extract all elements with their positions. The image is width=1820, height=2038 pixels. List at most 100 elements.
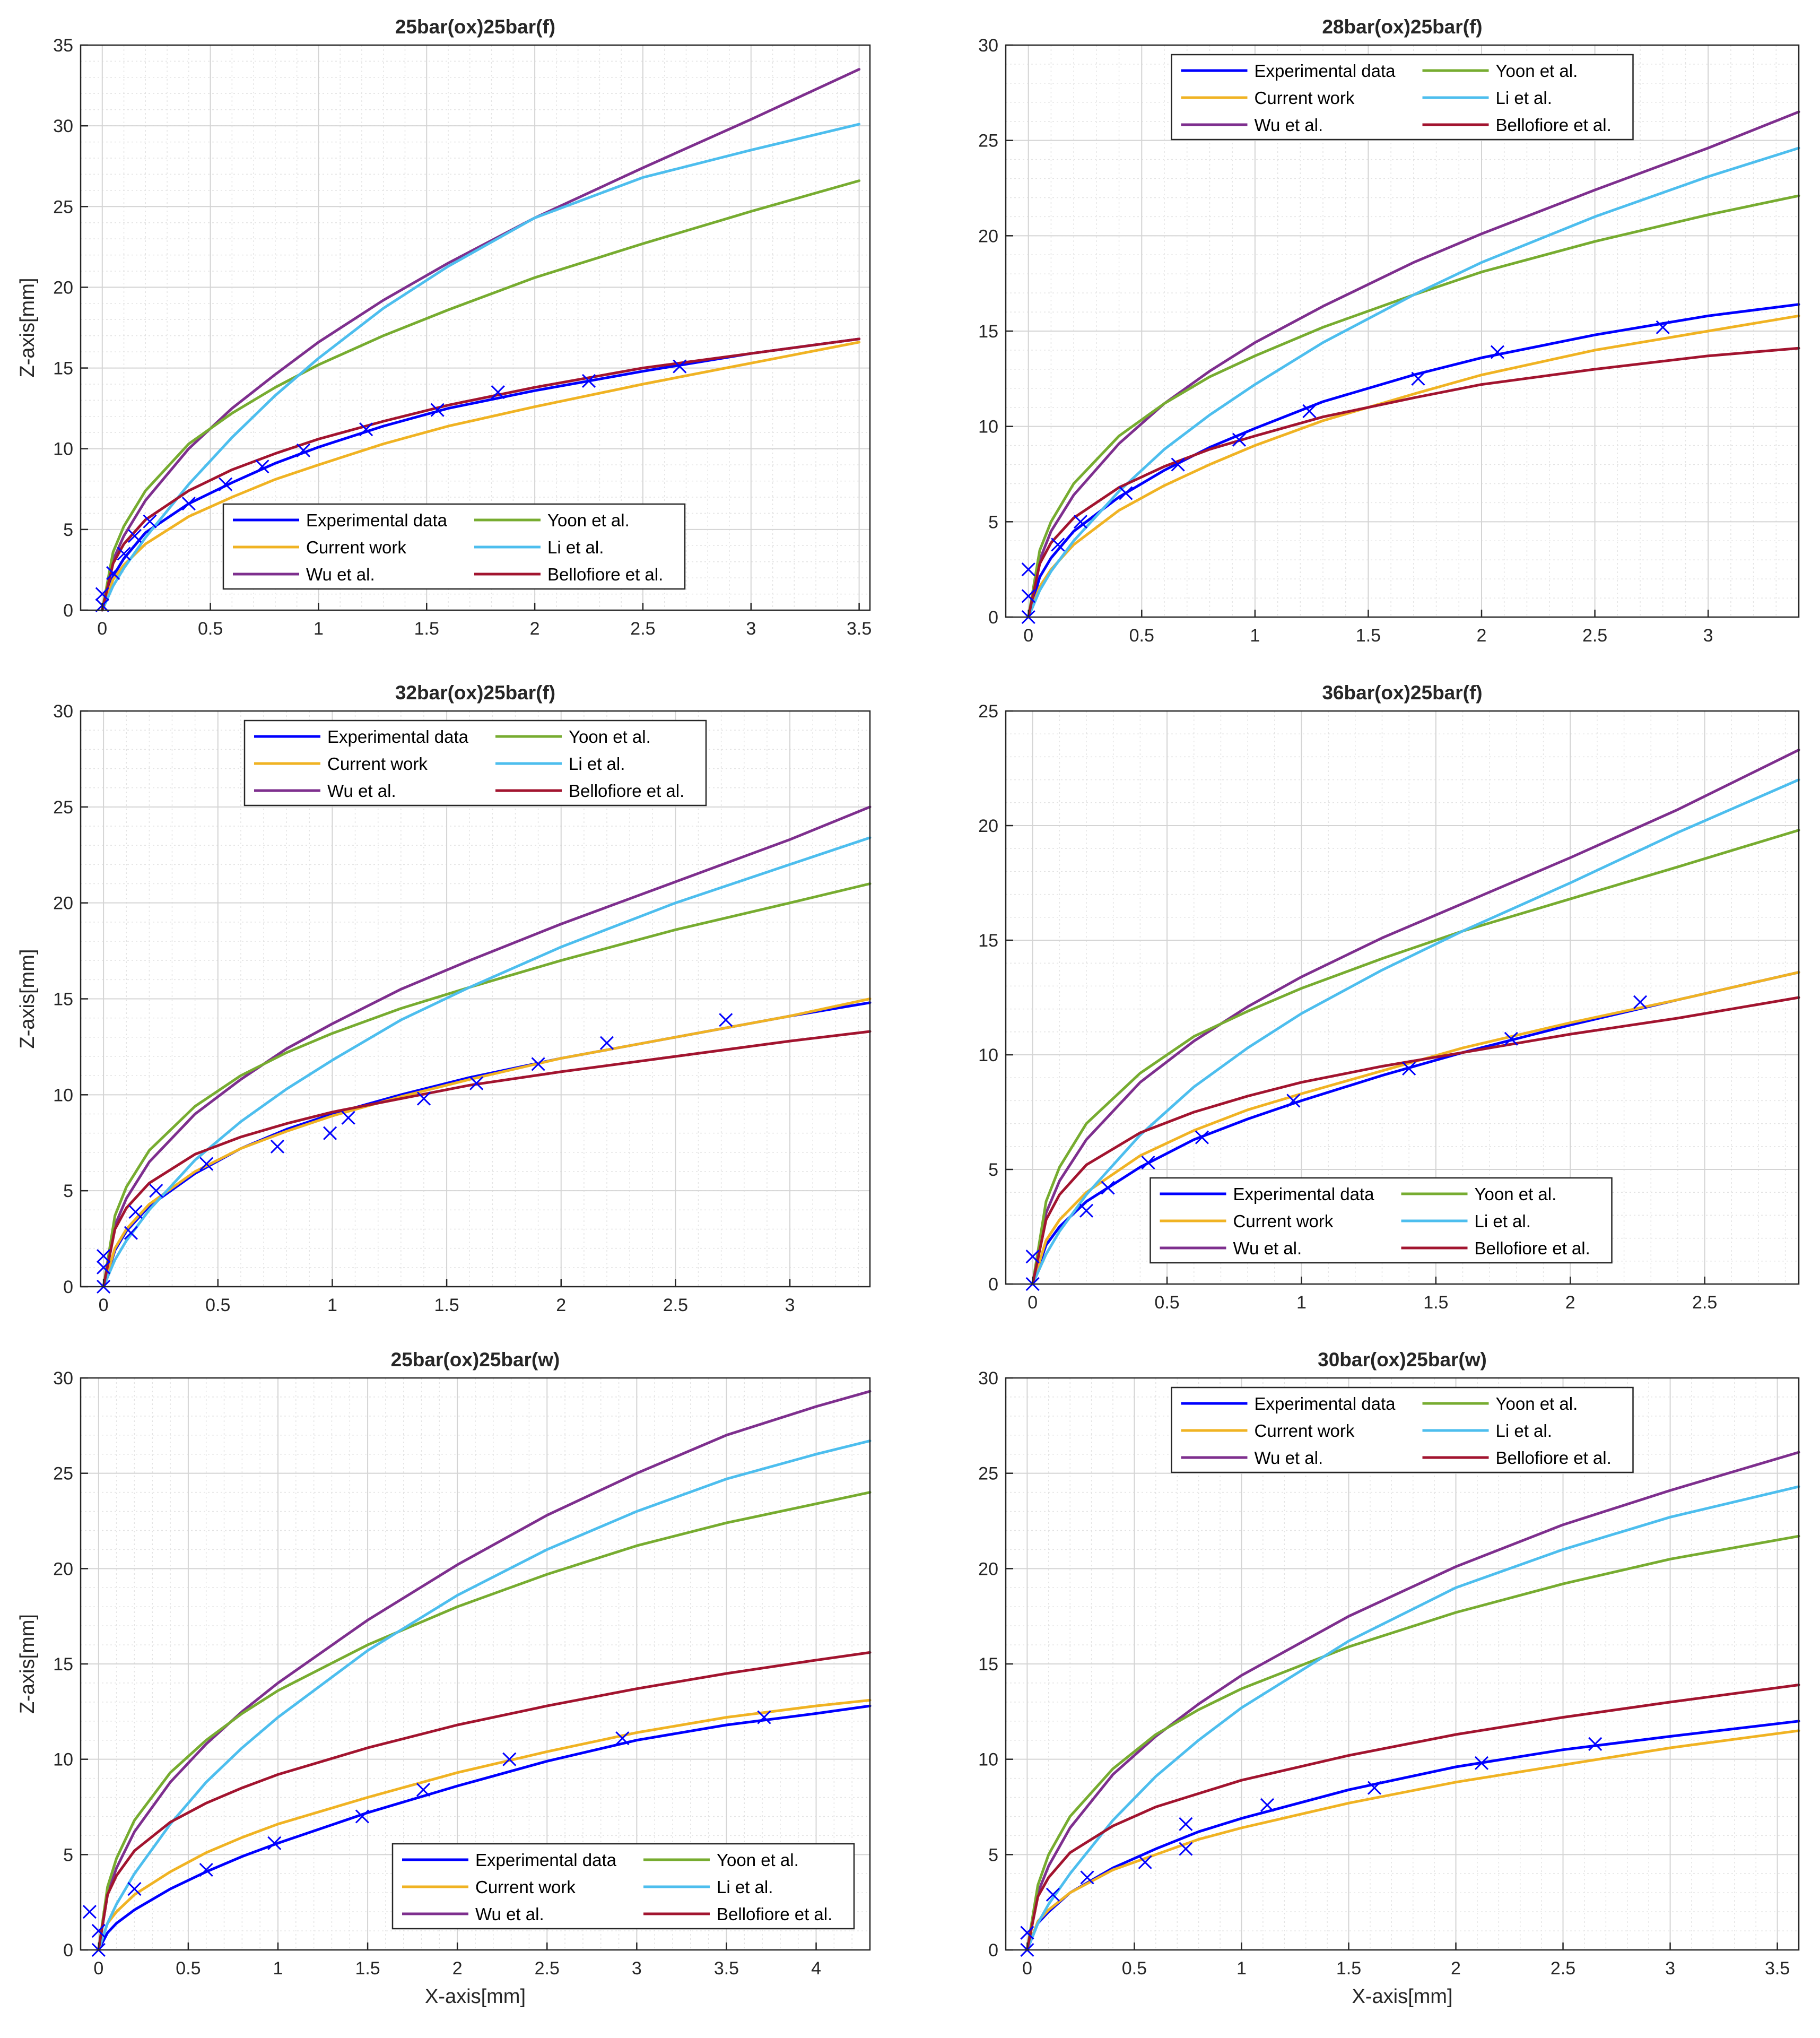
series-line-li-et-al: [97, 1439, 872, 1952]
y-tick-label: 5: [988, 1160, 998, 1180]
legend-box: [222, 503, 686, 590]
y-tick-label: 25: [53, 1464, 73, 1484]
data-marker: [1021, 562, 1035, 577]
series-line-current-work: [97, 1698, 872, 1952]
data-marker: [1080, 1870, 1094, 1885]
x-tick-label: 1.5: [434, 1295, 459, 1315]
y-tick-label: 30: [978, 1368, 998, 1389]
legend-entry: Experimental data: [306, 510, 448, 530]
data-marker: [1138, 1855, 1152, 1869]
x-tick-label: 0.5: [1154, 1293, 1179, 1313]
series-line-yoon-et-al: [1027, 194, 1800, 619]
data-marker: [1260, 1798, 1275, 1812]
legend-entry: Yoon et al.: [1475, 1184, 1557, 1204]
data-marker: [270, 1139, 284, 1154]
x-tick-label: 1.5: [414, 619, 439, 639]
series-line-li-et-al: [101, 123, 861, 612]
series-line-wu-et-al: [101, 68, 861, 612]
data-marker: [416, 1783, 430, 1797]
data-marker: [1051, 537, 1065, 552]
legend-entry: Experimental data: [1255, 61, 1396, 81]
x-tick-label: 0: [1022, 1958, 1032, 1979]
series-line-current-work: [1025, 1729, 1800, 1952]
data-marker: [757, 1710, 771, 1724]
data-marker: [531, 1057, 545, 1071]
y-tick-label: 10: [978, 1750, 998, 1770]
x-tick-label: 0: [1023, 626, 1033, 646]
data-marker: [199, 1157, 214, 1171]
legend-entry: Bellofiore et al.: [1496, 115, 1612, 135]
data-marker: [355, 1809, 370, 1824]
chart-panel-1: 0 0.5 1 1.5 2 2.5 3 3.5 0 5 10 15 20 25 30 35 25bar(ox)2…: [16, 16, 872, 639]
data-marker: [1021, 589, 1035, 603]
data-marker: [1025, 1250, 1040, 1264]
y-tick-label: 5: [63, 1181, 73, 1201]
y-tick-label: 10: [53, 1750, 73, 1770]
legend-entry: Wu et al.: [327, 781, 396, 801]
x-tick-label: 1: [1250, 626, 1260, 646]
chart-title: 36bar(ox)25bar(f): [1322, 682, 1482, 704]
data-marker: [719, 1013, 733, 1027]
legend-entry: Experimental data: [475, 1850, 617, 1870]
x-tick-label: 2: [452, 1958, 463, 1979]
x-tick-label: 2.5: [630, 619, 655, 639]
legend-entry: Li et al.: [569, 754, 625, 774]
y-tick-label: 0: [988, 608, 998, 628]
data-marker: [1302, 404, 1317, 418]
x-axis-label: X-axis[mm]: [1352, 1985, 1453, 2008]
data-marker: [1020, 1926, 1034, 1940]
series-line-wu-et-al: [102, 805, 872, 1288]
data-marker: [502, 1752, 517, 1766]
data-marker: [359, 422, 373, 437]
legend-entry: Bellofiore et al.: [569, 781, 684, 801]
data-marker: [296, 443, 310, 457]
data-marker: [1046, 1887, 1060, 1902]
data-marker: [1367, 1781, 1382, 1795]
x-tick-label: 3: [1703, 626, 1713, 646]
chart-title: 32bar(ox)25bar(f): [395, 682, 555, 704]
legend-entry: Yoon et al.: [1496, 1394, 1578, 1413]
data-marker: [581, 374, 596, 388]
legend: Experimental data Current work Wu et al. Yo…: [1150, 1177, 1613, 1264]
data-marker: [341, 1111, 355, 1125]
y-tick-label: 10: [53, 1085, 73, 1105]
x-tick-label: 0: [93, 1958, 103, 1979]
x-tick-label: 4: [811, 1958, 821, 1979]
legend-entry: Current work: [306, 537, 406, 557]
legend-box: [243, 719, 707, 806]
data-marker: [1286, 1094, 1301, 1108]
legend-entry: Bellofiore et al.: [717, 1904, 832, 1924]
legend-entry: Current work: [1255, 1421, 1355, 1441]
data-marker: [91, 1924, 106, 1938]
y-tick-label: 25: [978, 131, 998, 151]
data-marker: [1588, 1737, 1603, 1751]
x-tick-label: 1.5: [1336, 1958, 1361, 1979]
series-line-bellofiore-et-al: [1027, 346, 1800, 619]
y-tick-label: 20: [978, 816, 998, 836]
chart-title: 30bar(ox)25bar(w): [1318, 1349, 1487, 1371]
y-tick-label: 20: [53, 1559, 73, 1579]
series-line-current-work: [102, 998, 872, 1288]
x-tick-label: 3.5: [847, 619, 872, 639]
data-marker: [97, 1260, 111, 1274]
y-tick-label: 0: [63, 601, 73, 621]
y-tick-label: 0: [63, 1277, 73, 1297]
x-tick-label: 0: [99, 1295, 109, 1315]
x-tick-label: 0.5: [1129, 626, 1154, 646]
legend-entry: Experimental data: [1233, 1184, 1375, 1204]
y-tick-label: 20: [978, 1559, 998, 1579]
y-tick-label: 35: [53, 36, 73, 56]
x-tick-label: 1: [327, 1295, 337, 1315]
series-line-yoon-et-al: [97, 1491, 872, 1952]
y-tick-label: 15: [53, 990, 73, 1010]
y-tick-label: 15: [978, 1654, 998, 1675]
data-marker: [181, 497, 196, 511]
x-tick-label: 0.5: [176, 1958, 201, 1979]
series-line-current-work: [1031, 971, 1800, 1286]
legend-entry: Li et al.: [1496, 1421, 1552, 1441]
chart-panel-2: 0 0.5 1 1.5 2 2.5 305101520253028bar(ox)25bar(…: [978, 16, 1800, 646]
legend-entry: Bellofiore et al.: [1475, 1238, 1590, 1258]
series-line-bellofiore-et-al: [1025, 1684, 1800, 1952]
x-tick-label: 3: [746, 619, 756, 639]
